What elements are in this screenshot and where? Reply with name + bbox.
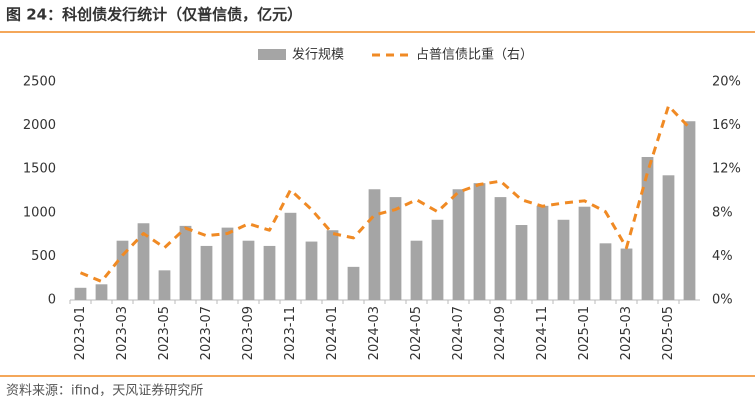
bar [494,197,507,300]
bar [74,287,87,300]
bar [263,245,276,300]
y-tick-label: 1000 [23,205,56,220]
bar [347,266,360,300]
legend-swatch [258,49,286,60]
bar [473,183,486,300]
x-tick-label: 2024-01 [325,306,340,360]
bar [578,206,591,300]
bar [683,121,696,301]
x-tick-label: 2025-01 [577,306,592,360]
x-tick-label: 2025-03 [619,306,634,360]
bar [431,219,444,300]
x-tick-label: 2025-05 [661,306,676,360]
y2-tick-label: 0% [712,293,733,308]
bar [179,225,192,300]
y2-tick-label: 4% [712,249,733,264]
bar [305,241,318,300]
bar [158,270,171,300]
legend-label: 占普信债比重（右） [416,47,533,63]
bar [389,197,402,300]
y-tick-label: 0 [48,293,56,308]
x-tick-label: 2024-07 [451,306,466,360]
bar [326,230,339,300]
bar [599,243,612,300]
bar [200,245,213,300]
bar [620,248,633,300]
bar [452,189,465,300]
source-note: 资料来源：ifind，天风证券研究所 [6,383,203,399]
bar [515,225,528,300]
x-tick-label: 2024-03 [367,306,382,360]
x-tick-label: 2023-09 [241,306,256,360]
bar [95,284,108,300]
bar [536,205,549,300]
x-tick-label: 2023-11 [283,306,298,360]
x-tick-label: 2024-09 [493,306,508,360]
bar [557,219,570,300]
x-tick-label: 2024-11 [535,306,550,360]
bar [284,212,297,300]
x-tick-label: 2024-05 [409,306,424,360]
x-tick-label: 2023-01 [73,306,88,360]
y2-tick-label: 12% [712,162,741,177]
bar [137,223,150,300]
y-tick-label: 2000 [23,118,56,133]
x-tick-label: 2023-07 [199,306,214,360]
y-tick-label: 500 [31,249,56,264]
y2-tick-label: 16% [712,118,741,133]
bar [368,189,381,300]
bar [662,175,675,300]
y-tick-label: 2500 [23,75,56,90]
y2-tick-label: 20% [712,75,741,90]
bar [410,240,423,300]
y-tick-label: 1500 [23,162,56,177]
x-tick-label: 2023-03 [115,306,130,360]
bar [221,227,234,300]
legend-label: 发行规模 [292,47,344,63]
chart-title: 图 24：科创债发行统计（仅普信债，亿元） [6,6,302,24]
x-tick-label: 2023-05 [157,306,172,360]
y2-tick-label: 8% [712,205,733,220]
bar [242,240,255,300]
bar [641,156,654,300]
line [79,104,691,283]
bar [116,240,129,300]
